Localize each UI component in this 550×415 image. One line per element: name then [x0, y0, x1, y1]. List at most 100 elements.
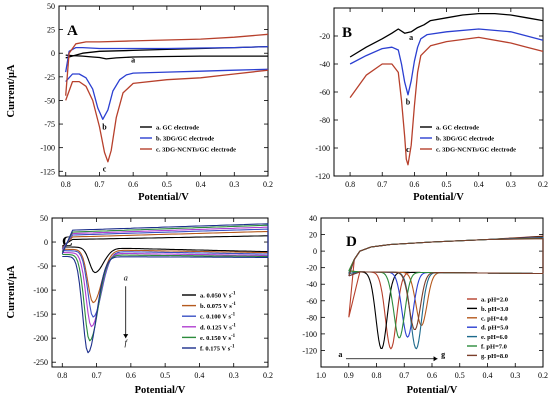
y-tick-label: -250	[33, 358, 48, 367]
curve-annotation: c	[406, 145, 410, 154]
legend-entry: c. 3DG-NCNTs/GC electrode	[156, 147, 236, 154]
trend-arrow-head	[433, 356, 438, 362]
y-tick-label: -25	[44, 73, 55, 82]
legend-superscript: -1	[231, 313, 236, 318]
series-line	[65, 68, 269, 120]
y-tick-label: -100	[40, 144, 55, 153]
panel-label-B: B	[342, 25, 352, 41]
series-line	[348, 236, 544, 338]
legend-entry: a. pH=2.0	[481, 297, 508, 304]
y-tick-label: -100	[33, 286, 48, 295]
plot-frame-C	[51, 217, 269, 368]
panel-D: 1.0 0.9 0.8 0.7 0.6 0.5 0.4 0.3 0.2 40 20 0 -20 -40 -6…	[302, 214, 548, 396]
legend-entry: a. GC electrode	[436, 125, 479, 132]
x-axis-label: Potential/V	[413, 192, 464, 203]
y-tick-label: -75	[44, 120, 55, 129]
legend-entry: b. 0.075 V s-1	[200, 302, 236, 310]
y-tick-label: 50	[47, 2, 55, 11]
y-tick-label: -120	[315, 172, 330, 181]
plot-frame-A	[58, 5, 269, 177]
x-tick-label: 0.4	[196, 180, 206, 189]
legend-superscript: -1	[232, 302, 237, 307]
y-tick-label: -80	[306, 313, 317, 322]
x-tick-label: 0.6	[427, 371, 437, 380]
legend-entry: g. pH=8.0	[481, 353, 508, 360]
legend-entry: a. GC electrode	[156, 125, 199, 132]
x-tick-label: 0.3	[229, 371, 239, 380]
legend-entry: f. 0.175 V s-1	[200, 345, 235, 353]
y-tick-label: -60	[319, 88, 330, 97]
trend-arrow-head	[123, 334, 129, 339]
series-line	[348, 236, 544, 349]
series-line	[65, 54, 268, 60]
y-tick-label: -20	[319, 32, 330, 41]
panel-C: 0.8 0.7 0.6 0.5 0.4 0.3 0.2 50 0 -50 -100 -150 -200 -…	[6, 214, 273, 396]
legend-entry: a. 0.050 V s-1	[200, 292, 236, 300]
x-tick-label: 0.4	[194, 371, 204, 380]
panel-label-A: A	[67, 23, 78, 39]
legend-entry: f. pH=7.0	[481, 344, 507, 351]
y-tick-label: 0	[44, 238, 48, 247]
x-tick-label: 0.5	[442, 180, 452, 189]
legend-entry: b. 3DG/GC electrode	[156, 136, 214, 143]
series-line	[61, 228, 269, 318]
legend-superscript: -1	[230, 345, 235, 350]
x-tick-label: 0.8	[61, 180, 71, 189]
y-tick-label: -20	[306, 264, 317, 273]
x-tick-label: 0.6	[409, 180, 419, 189]
curve-annotation: b	[102, 123, 107, 132]
series-line	[65, 45, 269, 73]
series-line	[62, 235, 269, 274]
x-tick-label: 0.2	[263, 371, 273, 380]
x-tick-label: 0.8	[345, 180, 355, 189]
y-tick-label: -100	[302, 330, 317, 339]
y-tick-label: 0	[313, 247, 317, 256]
x-tick-label: 0.2	[263, 180, 273, 189]
legend-entry: e. 0.150 V s-1	[200, 334, 236, 342]
x-tick-label: 0.3	[510, 371, 520, 380]
series-line	[348, 236, 544, 326]
y-tick-label: -100	[315, 144, 330, 153]
legend-entry: d. pH=5.0	[481, 325, 508, 332]
y-tick-label: 40	[309, 214, 317, 223]
curve-annotation: a	[124, 272, 128, 282]
y-tick-label: -150	[33, 310, 48, 319]
series-line	[61, 224, 269, 342]
series-line	[65, 69, 269, 163]
legend-entry: b. pH=3.0	[481, 306, 508, 313]
legend-entry: e. pH=6.0	[481, 334, 508, 341]
x-tick-label: 0.2	[538, 371, 548, 380]
x-tick-label: 0.3	[506, 180, 516, 189]
legend-superscript: -1	[231, 292, 236, 297]
x-tick-label: 0.7	[94, 180, 104, 189]
legend-superscript: -1	[232, 323, 237, 328]
y-tick-label: -120	[302, 346, 317, 355]
curve-annotation: g	[441, 350, 445, 359]
series-line	[61, 226, 269, 328]
x-axis-label: Potential/V	[135, 385, 186, 396]
x-tick-label: 0.6	[128, 180, 138, 189]
series-line	[349, 28, 544, 96]
y-tick-label: -50	[37, 262, 48, 271]
x-tick-label: 0.5	[160, 371, 170, 380]
y-tick-label: -40	[319, 60, 330, 69]
curve-annotation: b	[406, 98, 411, 107]
series-line	[348, 238, 544, 331]
y-axis-label: Current/μA	[6, 265, 17, 318]
x-tick-label: 0.6	[126, 371, 136, 380]
y-tick-label: 20	[309, 231, 317, 240]
x-tick-label: 0.2	[538, 180, 548, 189]
x-axis-label: Potential/V	[407, 385, 458, 396]
y-tick-label: 0	[51, 49, 55, 58]
legend-entry: b. 3DG/GC electrode	[436, 136, 494, 143]
curve-annotation: a	[131, 56, 135, 65]
y-tick-label: -50	[44, 96, 55, 105]
x-axis-label: Potential/V	[138, 192, 189, 203]
x-tick-label: 0.4	[483, 371, 493, 380]
y-tick-label: -40	[306, 280, 317, 289]
x-tick-label: 0.8	[57, 371, 67, 380]
x-tick-label: 0.7	[399, 371, 409, 380]
curve-annotation: a	[409, 33, 413, 42]
x-tick-label: 0.4	[474, 180, 484, 189]
legend-entry: d. 0.125 V s-1	[200, 323, 236, 331]
